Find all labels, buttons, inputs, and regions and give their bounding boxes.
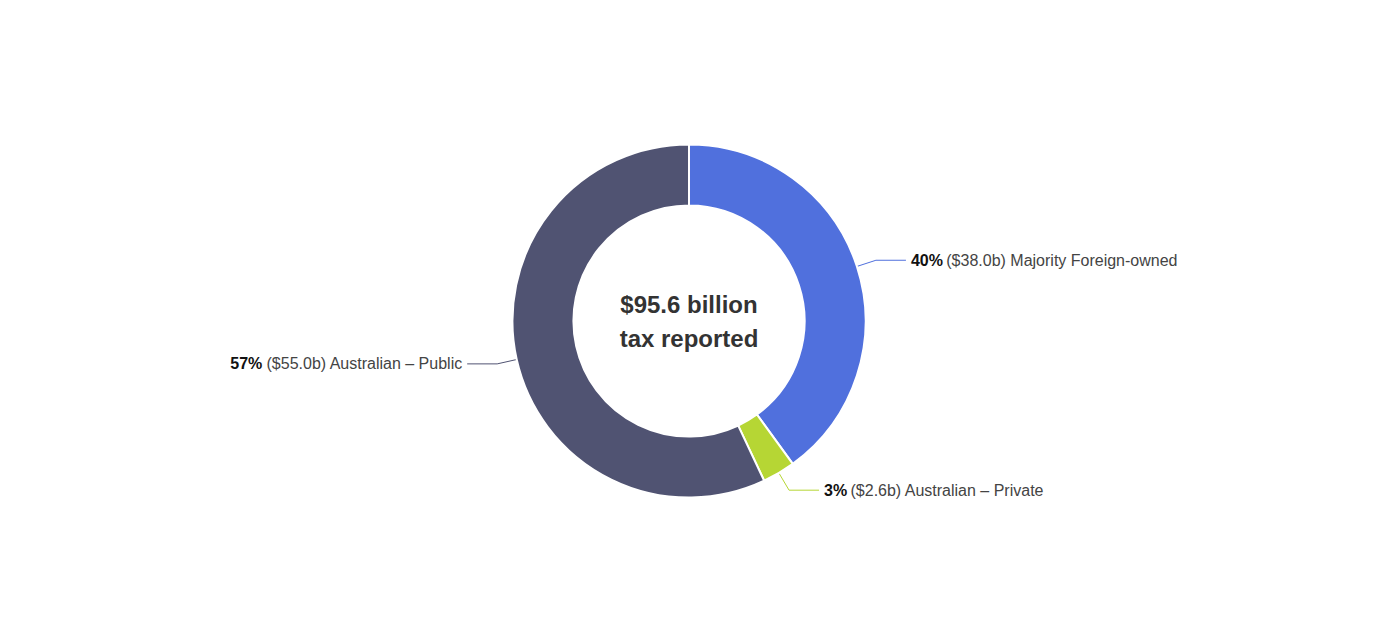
svg-text:57%: 57% [230,355,262,372]
svg-text:tax reported: tax reported [620,325,759,352]
svg-text:3%: 3% [824,482,847,499]
svg-text:($55.0b) Australian – Public: ($55.0b) Australian – Public [267,355,463,372]
svg-text:$95.6 billion: $95.6 billion [620,291,757,318]
svg-text:($2.6b) Australian – Private: ($2.6b) Australian – Private [851,482,1044,499]
svg-text:40%: 40% [911,252,943,269]
svg-text:($38.0b) Majority Foreign-owne: ($38.0b) Majority Foreign-owned [946,252,1177,269]
